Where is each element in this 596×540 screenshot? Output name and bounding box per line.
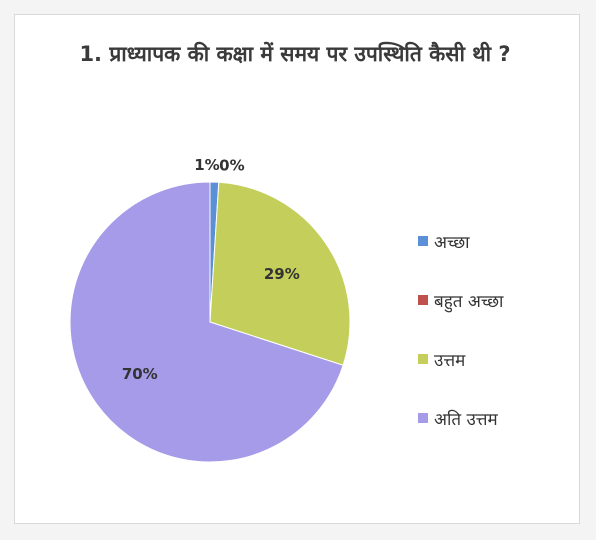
legend-swatch: [418, 413, 428, 423]
legend-label: बहुत अच्छा: [434, 291, 504, 312]
legend-item: अति उत्तम: [418, 403, 503, 433]
legend-label: अति उत्तम: [434, 409, 498, 430]
slice-value-label: 70%: [122, 365, 158, 383]
slice-value-label: 29%: [264, 265, 300, 283]
legend-item: अच्छा: [418, 226, 503, 256]
legend-swatch: [418, 354, 428, 364]
legend-label: अच्छा: [434, 232, 470, 253]
legend: अच्छा बहुत अच्छा उत्तम अति उत्तम: [418, 226, 503, 462]
slice-value-label: 0%: [219, 156, 244, 174]
legend-item: बहुत अच्छा: [418, 285, 503, 315]
pie-slice-4: [69, 181, 344, 463]
legend-swatch: [418, 295, 428, 305]
chart-title: 1. प्राध्यापक की कक्षा में समय पर उपस्थि…: [79, 42, 511, 66]
legend-label: उत्तम: [434, 350, 466, 371]
slice-value-label: 1%: [194, 156, 219, 174]
legend-item: उत्तम: [418, 344, 503, 374]
pie-slice-3: [209, 181, 351, 366]
legend-swatch: [418, 236, 428, 246]
